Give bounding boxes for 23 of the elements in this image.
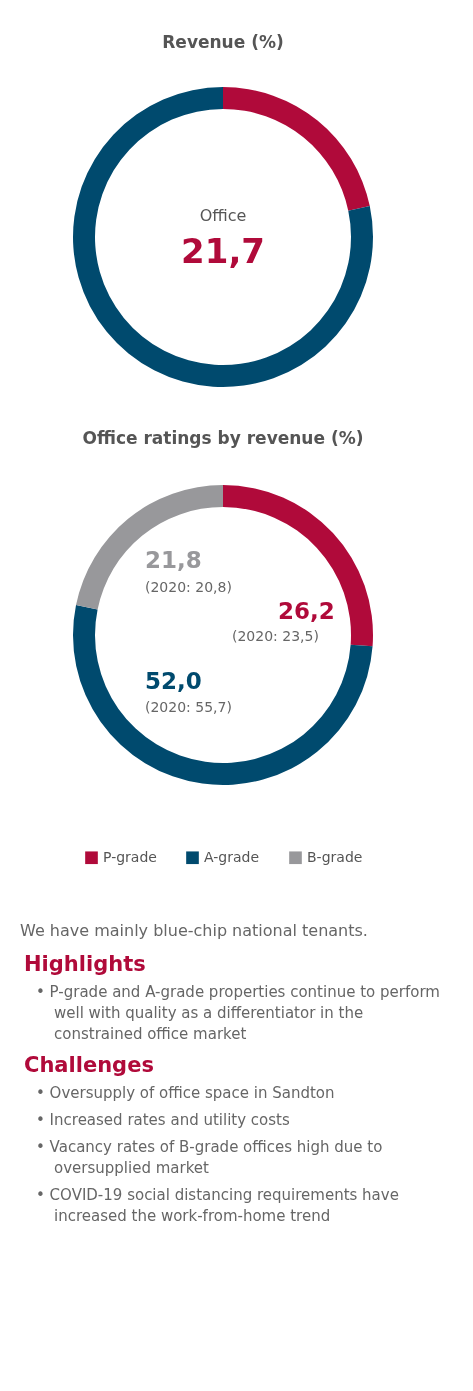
donut-slice [223,87,370,211]
donut-slice [73,87,373,387]
text: (2020: 20,8) [145,579,232,595]
data-label: 21,7 [181,231,265,271]
legend-label: P-grade [103,848,157,865]
text: • P-grade and A-grade properties continue to perform well with quality as a differentiator in the constrained office market [36,982,441,1045]
text: We have mainly blue-chip national tenants. [20,920,369,942]
text: Highlights [24,952,147,976]
text: • Increased rates and utility costs [36,1110,291,1131]
text: • Vacancy rates of B-grade offices high due to oversupplied market [36,1137,384,1179]
data-label: 21,8 [145,547,202,573]
chart-title: Revenue (%) [162,32,284,52]
data-label: 26,2 [278,598,335,624]
data-label: 52,0 [145,668,202,694]
text: Challenges [24,1053,155,1077]
text: (2020: 55,7) [145,699,232,715]
legend-label: B-grade [307,848,363,865]
slice-label: Office [199,206,247,225]
text: • Oversupply of office space in Sandton [36,1083,336,1104]
legend-label: A-grade [204,848,260,865]
chart-title: Office ratings by revenue (%) [82,428,364,448]
text: • COVID-19 social distancing requirements have increased the work-from-home trend [36,1185,400,1227]
text: (2020: 23,5) [232,628,319,644]
